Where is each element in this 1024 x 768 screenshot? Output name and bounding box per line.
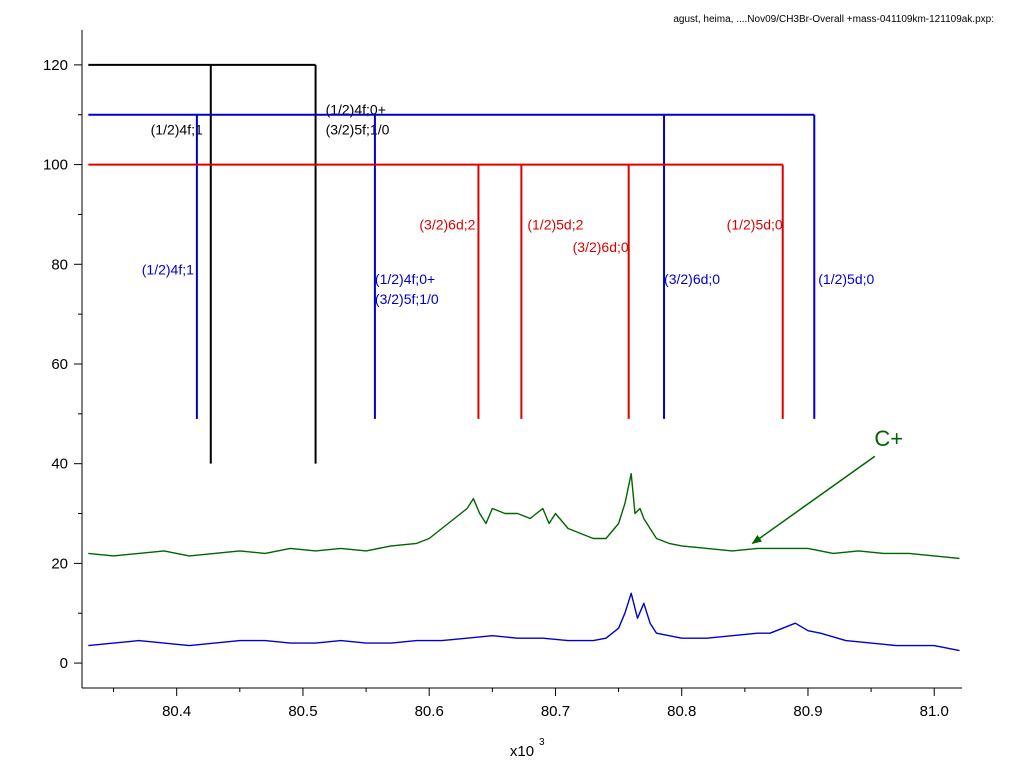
y-tick-label: 120: [43, 57, 68, 74]
assignment-label: (1/2)4f;1: [151, 122, 203, 138]
x-tick-label: 80.8: [667, 703, 696, 720]
comb-0: (1/2)4f;1(1/2)4f;0+(3/2)5f;1/0: [88, 63, 390, 464]
y-tick-label: 80: [51, 256, 68, 273]
spectrum-traces: [88, 473, 960, 652]
y-tick-label: 100: [43, 157, 68, 174]
assignment-combs: (1/2)4f;1(1/2)4f;0+(3/2)5f;1/0(1/2)4f;1(…: [88, 63, 875, 464]
comb-1: (1/2)4f;1(1/2)4f;0+(3/2)5f;1/0(3/2)6d;0(…: [88, 113, 875, 419]
spectrum-trace-1: [88, 592, 960, 652]
assignment-label: (1/2)5d;0: [727, 216, 783, 232]
annotation-arrow: [751, 455, 876, 545]
comb-2: (3/2)6d;2 (1/2)5d;2 (3/2)6d;0 (1/2)5d;0: [88, 163, 784, 419]
assignment-label: (3/2)5f;1/0: [375, 291, 439, 307]
x-tick-label: 80.4: [162, 703, 191, 720]
spectrum-trace-0: [88, 473, 960, 560]
x-axis-label-exponent: 3: [539, 737, 545, 748]
file-path-title: agust, heima, ....Nov09/CH3Br-Overall +m…: [673, 14, 994, 25]
assignment-label: (1/2)5d;0: [818, 271, 874, 287]
x-axis-label: x10: [510, 743, 534, 760]
x-tick-label: 81.0: [920, 703, 949, 720]
assignment-label: (3/2)6d;2: [419, 216, 475, 232]
x-tick-label: 80.7: [541, 703, 570, 720]
assignment-label: (1/2)4f;0+: [375, 271, 435, 287]
x-tick-label: 80.6: [415, 703, 444, 720]
assignment-label: (3/2)6d;0: [664, 271, 720, 287]
y-tick-label: 60: [51, 356, 68, 373]
assignment-label: (3/2)6d;0: [573, 239, 629, 255]
assignment-label: (1/2)5d;2: [527, 216, 583, 232]
x-tick-label: 80.9: [793, 703, 822, 720]
plot-axes: 0 20 40 60 80 100 120 80.4 80.5 80.6 80.7 80.8 80.9 8…: [43, 30, 962, 760]
annotations: C+: [751, 426, 903, 545]
x-tick-label: 80.5: [288, 703, 317, 720]
annotation-label: C+: [874, 426, 903, 451]
y-tick-label: 0: [60, 655, 68, 672]
assignment-label: (1/2)4f;1: [142, 261, 194, 277]
y-tick-label: 40: [51, 456, 68, 473]
y-tick-label: 20: [51, 555, 68, 572]
assignment-label: (3/2)5f;1/0: [326, 122, 390, 138]
